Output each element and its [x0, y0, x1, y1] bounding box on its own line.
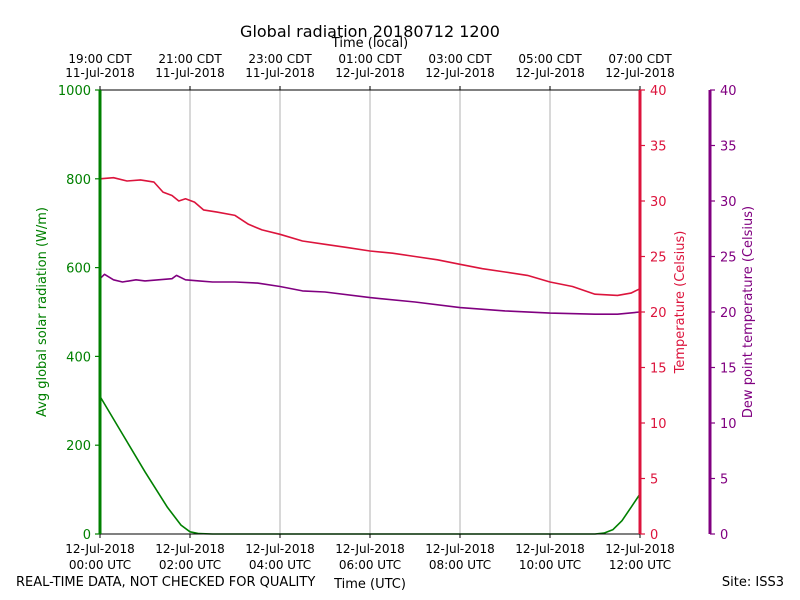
dewpoint-axis-title: Dew point temperature (Celsius): [741, 206, 756, 418]
radiation-tick-label: 600: [66, 262, 91, 277]
top-tick-label-date: 12-Jul-2018: [425, 66, 495, 80]
top-tick-label-time: 21:00 CDT: [158, 52, 222, 66]
dewpoint-tick-label: 40: [720, 84, 737, 99]
temperature-tick-label: 30: [650, 195, 667, 210]
radiation-tick-label: 200: [66, 439, 91, 454]
temperature-tick-label: 15: [650, 362, 667, 377]
radiation-tick-label: 400: [66, 350, 91, 365]
x-tick-label-date: 12-Jul-2018: [515, 542, 585, 556]
temperature-axis-title: Temperature (Celsius): [673, 231, 688, 375]
temperature-tick-label: 20: [650, 306, 667, 321]
dewpoint-tick-label: 30: [720, 195, 737, 210]
dewpoint-tick-label: 25: [720, 251, 737, 266]
gridlines: [189, 90, 551, 534]
radiation-tick-label: 800: [66, 173, 91, 188]
top-tick-label-date: 12-Jul-2018: [605, 66, 675, 80]
top-tick-label-time: 07:00 CDT: [608, 52, 672, 66]
top-axis-label: Time (local): [331, 36, 408, 51]
top-tick-label-time: 01:00 CDT: [338, 52, 402, 66]
dewpoint-tick-label: 10: [720, 417, 737, 432]
chart-title: Global radiation 20180712 1200: [240, 22, 500, 41]
temperature-tick-label: 35: [650, 140, 667, 155]
top-tick-label-date: 11-Jul-2018: [245, 66, 315, 80]
dewpoint-tick-label: 15: [720, 362, 737, 377]
series-temperature-line: [99, 176, 641, 297]
x-tick-label-time: 02:00 UTC: [159, 558, 221, 572]
top-tick-label-date: 12-Jul-2018: [335, 66, 405, 80]
axis-layer: 12-Jul-2018 00:00 UTC 12-Jul-2018 02:00 UTC…: [35, 52, 756, 592]
top-tick-label-date: 11-Jul-2018: [65, 66, 135, 80]
temperature-tick-label: 5: [650, 473, 658, 488]
x-axis-title: Time (UTC): [333, 577, 406, 592]
radiation-tick-label: 0: [83, 528, 91, 543]
x-tick-label-time: 10:00 UTC: [519, 558, 581, 572]
x-tick-label-date: 12-Jul-2018: [605, 542, 675, 556]
radiation-tick-label: 1000: [58, 84, 91, 99]
temperature-tick-label: 10: [650, 417, 667, 432]
disclaimer-text: REAL-TIME DATA, NOT CHECKED FOR QUALITY: [16, 575, 316, 590]
dewpoint-tick-label: 35: [720, 140, 737, 155]
top-tick-label-date: 11-Jul-2018: [155, 66, 225, 80]
temperature-tick-label: 40: [650, 84, 667, 99]
x-tick-label-date: 12-Jul-2018: [335, 542, 405, 556]
x-tick-label-date: 12-Jul-2018: [425, 542, 495, 556]
series-dewpoint-line: [99, 273, 641, 316]
x-tick-label-time: 08:00 UTC: [429, 558, 491, 572]
top-tick-label-time: 05:00 CDT: [518, 52, 582, 66]
x-tick-label-date: 12-Jul-2018: [245, 542, 315, 556]
temperature-tick-label: 0: [650, 528, 658, 543]
top-tick-label-time: 03:00 CDT: [428, 52, 492, 66]
x-tick-label-time: 12:00 UTC: [609, 558, 671, 572]
site-label: Site: ISS3: [721, 575, 784, 590]
dewpoint-tick-label: 20: [720, 306, 737, 321]
x-tick-label-date: 12-Jul-2018: [65, 542, 135, 556]
x-tick-label-time: 06:00 UTC: [339, 558, 401, 572]
dewpoint-tick-label: 0: [720, 528, 728, 543]
x-tick-label-time: 04:00 UTC: [249, 558, 311, 572]
temperature-tick-label: 25: [650, 251, 667, 266]
x-tick-label-time: 00:00 UTC: [69, 558, 131, 572]
radiation-axis-title: Avg global solar radiation (W/m): [35, 207, 50, 417]
top-tick-label-date: 12-Jul-2018: [515, 66, 585, 80]
dewpoint-tick-label: 5: [720, 473, 728, 488]
top-tick-label-time: 23:00 CDT: [248, 52, 312, 66]
top-tick-label-time: 19:00 CDT: [68, 52, 132, 66]
x-tick-label-date: 12-Jul-2018: [155, 542, 225, 556]
